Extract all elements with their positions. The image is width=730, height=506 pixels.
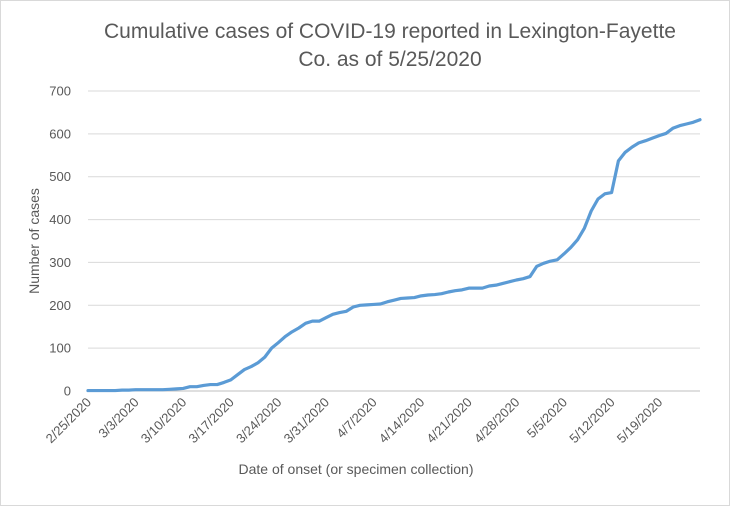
- x-axis-ticks: 2/25/2020 3/3/20203/10/20203/17/20203/24/…: [43, 395, 666, 447]
- x-axis-title: Date of onset (or specimen collection): [239, 461, 474, 477]
- x-tick-label: 4/7/2020: [333, 395, 379, 441]
- series-line: [86, 118, 702, 393]
- x-tick-label: 4/21/2020: [423, 395, 475, 447]
- gridlines: [88, 90, 700, 392]
- x-tick-label: 5/12/2020: [566, 395, 618, 447]
- x-tick-label: 3/3/2020: [95, 395, 141, 441]
- x-tick-label: 4/28/2020: [471, 395, 523, 447]
- y-tick-label: 700: [49, 84, 71, 99]
- chart-title-line1: Cumulative cases of COVID-19 reported in…: [104, 20, 676, 43]
- x-tick-label: 5/19/2020: [614, 395, 666, 447]
- y-tick-label: 300: [49, 255, 71, 270]
- x-tick-label: 3/31/2020: [281, 395, 333, 447]
- x-tick-label: 3/10/2020: [138, 395, 190, 447]
- y-tick-label: 600: [49, 126, 71, 141]
- y-tick-label: 500: [49, 169, 71, 184]
- y-tick-label: 200: [49, 298, 71, 313]
- y-axis-title: Number of cases: [26, 188, 42, 294]
- series-layer: [86, 118, 702, 393]
- x-tick-label: 4/14/2020: [376, 395, 428, 447]
- x-tick-label: 2/25/2020: [43, 395, 95, 447]
- y-tick-label: 400: [49, 212, 71, 227]
- chart-title: Cumulative cases of COVID-19 reported in…: [60, 18, 720, 74]
- chart-title-line2: Co. as of 5/25/2020: [298, 48, 482, 71]
- y-tick-label: 100: [49, 341, 71, 356]
- x-tick-label: 5/5/2020: [524, 395, 570, 441]
- y-tick-label: 0: [64, 384, 71, 399]
- y-axis-ticks: 0 100 200 300 400 500 600 700: [49, 84, 71, 399]
- x-tick-label: 3/17/2020: [185, 395, 237, 447]
- x-tick-label: 3/24/2020: [233, 395, 285, 447]
